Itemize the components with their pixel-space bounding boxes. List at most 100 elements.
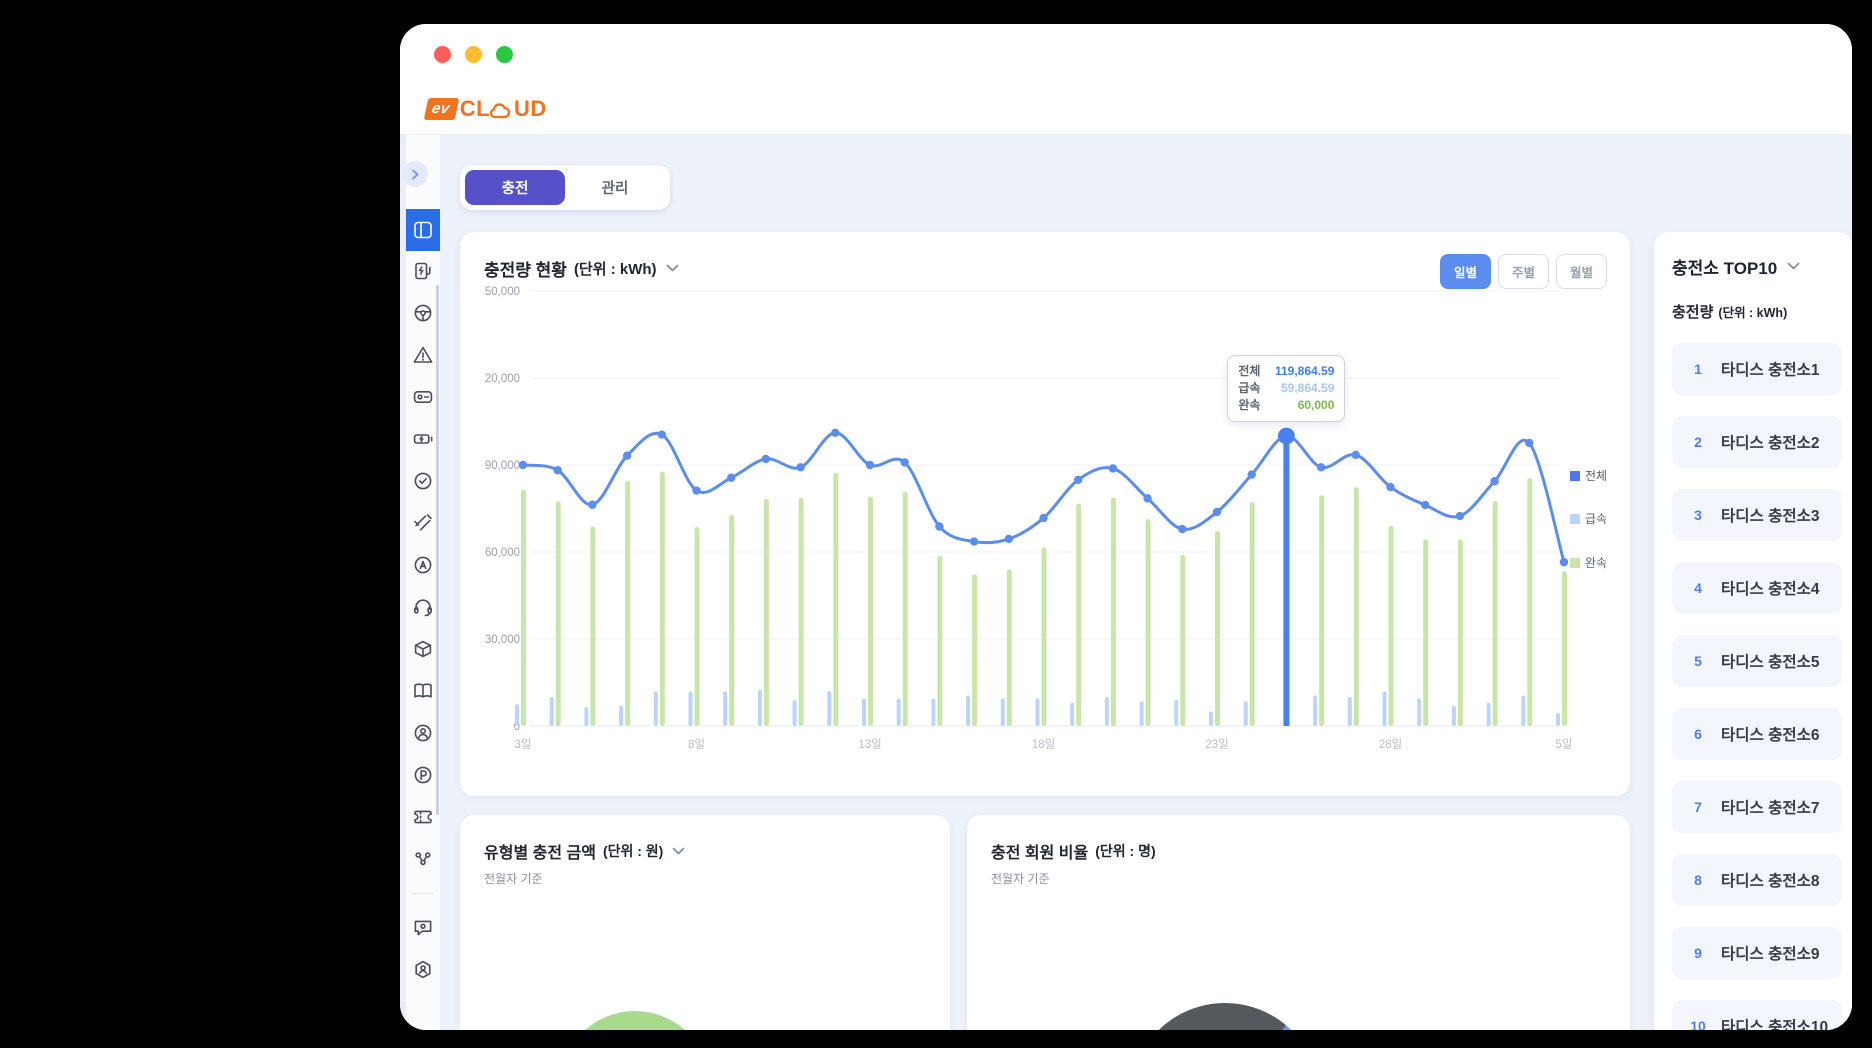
sidebar-item-cables[interactable] bbox=[411, 511, 435, 535]
sidebar-item-badge-check[interactable] bbox=[411, 469, 435, 493]
top10-row[interactable]: 4 타디스 충전소4 bbox=[1672, 562, 1842, 614]
top10-row[interactable]: 9 타디스 충전소9 bbox=[1672, 927, 1842, 979]
steering-wheel-icon bbox=[414, 304, 432, 322]
card-title-unit: (단위 : 명) bbox=[1095, 843, 1156, 859]
svg-text:급속: 급속 bbox=[1585, 512, 1606, 526]
top10-row[interactable]: 10 타디스 충전소10 bbox=[1672, 1000, 1842, 1030]
ev-charger-icon bbox=[415, 262, 431, 280]
member-ratio-card: 충전 회원 비율 (단위 : 명) 전월자 기준 bbox=[967, 815, 1630, 1030]
metric-label: 충전량 bbox=[1672, 304, 1714, 321]
sidebar-item-chat-settings[interactable] bbox=[411, 916, 435, 940]
sidebar-item-package[interactable] bbox=[411, 637, 435, 661]
station-name: 타디스 충전소3 bbox=[1721, 508, 1820, 525]
charge-amount-by-type-card: 유형별 충전 금액 (단위 : 원) 전월자 기준 bbox=[460, 815, 950, 1030]
card-title-text: 충전량 현황 bbox=[484, 261, 567, 280]
tab-charge[interactable]: 충전 bbox=[465, 170, 565, 205]
coupon-icon bbox=[414, 810, 432, 824]
top10-row[interactable]: 8 타디스 충전소8 bbox=[1672, 854, 1842, 906]
zoom-button[interactable] bbox=[496, 45, 513, 63]
top10-row[interactable]: 2 타디스 충전소2 bbox=[1672, 416, 1842, 468]
card-title-unit: (단위 : 원) bbox=[602, 843, 664, 859]
sidebar-item-warning[interactable] bbox=[411, 343, 435, 367]
station-name: 타디스 충전소7 bbox=[1721, 800, 1820, 817]
chevron-down-icon[interactable] bbox=[1787, 262, 1800, 271]
charts-column: 충전량 현황 (단위 : kWh) 일별 주별 월별 0 30,000 60,000 90… bbox=[460, 232, 1630, 1030]
period-button-weekly[interactable]: 주별 bbox=[1497, 254, 1549, 289]
rank-number: 9 bbox=[1694, 945, 1702, 961]
sidebar-item-control-sliders[interactable] bbox=[411, 385, 435, 409]
svg-text:완속: 완속 bbox=[1585, 556, 1606, 570]
card-title-unit: (단위 : kWh) bbox=[573, 261, 657, 278]
station-name: 타디스 충전소10 bbox=[1721, 1019, 1829, 1030]
station-name: 타디스 충전소8 bbox=[1721, 873, 1820, 890]
svg-text:120,000: 120,000 bbox=[484, 373, 520, 385]
svg-text:13일: 13일 bbox=[858, 737, 881, 751]
metric-unit: (단위 : kWh) bbox=[1718, 306, 1788, 320]
rank-number: 8 bbox=[1694, 872, 1702, 888]
sidebar-item-parking[interactable] bbox=[411, 763, 435, 787]
svg-text:60,000: 60,000 bbox=[485, 547, 520, 559]
svg-text:90,000: 90,000 bbox=[485, 460, 520, 472]
rank-number: 10 bbox=[1690, 1018, 1706, 1030]
chevron-down-icon[interactable] bbox=[666, 264, 679, 273]
member-ratio-pie-chart[interactable] bbox=[1130, 1003, 1320, 1030]
chart-tooltip: 전체 119,864.59 급속 59,864.59 완속 60,000 bbox=[1227, 355, 1346, 422]
sidebar-item-ev-charger[interactable] bbox=[411, 259, 435, 283]
rank-number: 5 bbox=[1694, 653, 1702, 669]
rank-number: 3 bbox=[1694, 507, 1702, 523]
top10-row[interactable]: 5 타디스 충전소5 bbox=[1672, 635, 1842, 687]
rank-number: 1 bbox=[1694, 361, 1702, 377]
sidebar-divider bbox=[413, 893, 433, 894]
top10-metric: 충전량 (단위 : kWh) bbox=[1672, 301, 1842, 322]
svg-text:전체: 전체 bbox=[1585, 469, 1606, 483]
logo-text-ud: UD bbox=[514, 96, 547, 121]
traffic-lights bbox=[434, 45, 527, 63]
top10-title: 충전소 TOP10 bbox=[1672, 254, 1842, 279]
top10-title-text: 충전소 TOP10 bbox=[1672, 259, 1778, 278]
evcloud-logo: ev CL UD bbox=[423, 96, 547, 122]
station-name: 타디스 충전소1 bbox=[1721, 362, 1820, 379]
package-icon bbox=[414, 640, 432, 658]
top10-row[interactable]: 7 타디스 충전소7 bbox=[1672, 781, 1842, 833]
basis-subtitle: 전월자 기준 bbox=[484, 872, 543, 886]
charging-volume-card: 충전량 현황 (단위 : kWh) 일별 주별 월별 0 30,000 60,000 90… bbox=[460, 232, 1630, 796]
dashboard-icon bbox=[414, 221, 432, 239]
tab-manage[interactable]: 관리 bbox=[601, 181, 629, 197]
sidebar-item-dashboard[interactable] bbox=[406, 209, 440, 251]
type-amount-pie-chart[interactable] bbox=[560, 1011, 710, 1030]
close-button[interactable] bbox=[434, 45, 451, 63]
top10-row[interactable]: 6 타디스 충전소6 bbox=[1672, 708, 1842, 760]
card-title-text: 충전 회원 비율 bbox=[991, 845, 1089, 862]
cloud-icon bbox=[489, 103, 511, 119]
main-content: 충전 관리 충전량 현황 (단위 : kWh) 일별 주별 월별 0 30,000 60,… bbox=[440, 135, 1852, 1030]
top10-row[interactable]: 1 타디스 충전소1 bbox=[1672, 343, 1842, 395]
period-button-monthly[interactable]: 월별 bbox=[1555, 254, 1607, 289]
sidebar-expand-button[interactable] bbox=[402, 161, 428, 187]
rank-number: 7 bbox=[1694, 799, 1702, 815]
sidebar-item-coupon[interactable] bbox=[411, 805, 435, 829]
sidebar-item-member[interactable] bbox=[411, 721, 435, 745]
sidebar-item-user-hexagon[interactable] bbox=[411, 958, 435, 982]
sidebar-item-steering-wheel[interactable] bbox=[411, 301, 435, 325]
charging-volume-chart[interactable]: 0 30,000 60,000 90,000 120,000 150,000 3일 8일 13일… bbox=[478, 283, 1607, 758]
window-body: 충전 관리 충전량 현황 (단위 : kWh) 일별 주별 월별 0 30,000 60,… bbox=[400, 135, 1852, 1030]
sidebar-item-battery-charge[interactable] bbox=[411, 427, 435, 451]
sidebar-item-book[interactable] bbox=[411, 679, 435, 703]
chevron-down-icon[interactable] bbox=[672, 847, 685, 856]
station-name: 타디스 충전소2 bbox=[1721, 435, 1820, 452]
sidebar-item-headset[interactable] bbox=[411, 595, 435, 619]
top10-row[interactable]: 3 타디스 충전소3 bbox=[1672, 489, 1842, 541]
svg-text:30,000: 30,000 bbox=[485, 634, 520, 646]
badge-check-icon bbox=[414, 472, 432, 490]
minimize-button[interactable] bbox=[465, 45, 482, 63]
svg-text:23일: 23일 bbox=[1205, 737, 1228, 751]
station-name: 타디스 충전소5 bbox=[1721, 654, 1820, 671]
window-titlebar bbox=[400, 24, 1852, 84]
period-button-daily[interactable]: 일별 bbox=[1439, 254, 1491, 289]
sidebar-item-org-network[interactable] bbox=[411, 847, 435, 871]
sidebar-item-a-circle[interactable] bbox=[411, 553, 435, 577]
app-header: ev CL UD bbox=[400, 84, 1852, 135]
a-circle-icon bbox=[414, 556, 432, 574]
svg-text:0: 0 bbox=[514, 721, 520, 733]
